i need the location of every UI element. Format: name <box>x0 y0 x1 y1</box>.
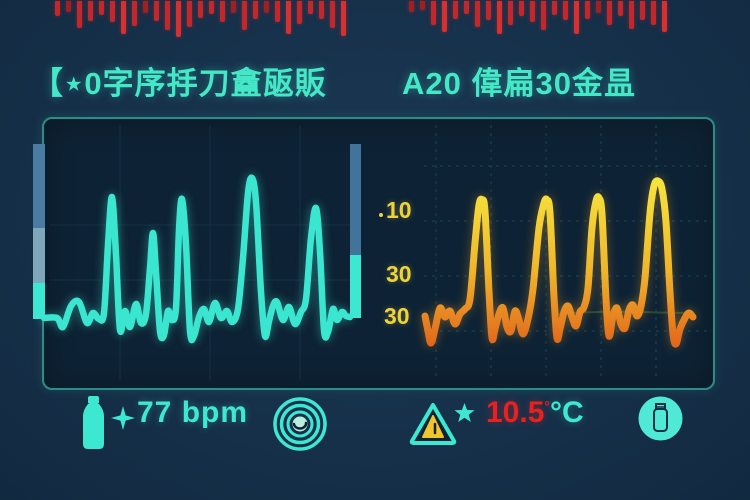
charts-panel <box>42 117 715 390</box>
signal-bar <box>88 1 93 21</box>
signal-bar <box>530 1 535 22</box>
signal-bar <box>464 1 469 14</box>
signal-bar <box>110 1 115 22</box>
signal-bar <box>574 1 579 34</box>
signal-bar <box>420 1 425 10</box>
signal-bar <box>442 1 447 32</box>
right-chart-title: A20 偉扁30金昷 <box>402 66 636 101</box>
signal-bar <box>264 1 269 13</box>
sparkle-icon <box>111 406 135 430</box>
signal-bar <box>176 1 181 37</box>
signal-bar <box>640 1 645 20</box>
signal-bar <box>275 1 280 22</box>
signal-bar <box>220 1 225 22</box>
signal-bar <box>99 1 104 15</box>
signal-bar <box>519 1 524 16</box>
spiral-target-icon <box>273 397 327 451</box>
signal-bar <box>341 1 346 36</box>
signal-bar <box>552 1 557 15</box>
bottle-icon <box>83 396 104 449</box>
signal-bar <box>286 1 291 34</box>
signal-bar <box>231 1 236 13</box>
signal-bars-left <box>55 1 346 37</box>
signal-bars-right <box>409 1 667 34</box>
signal-bar <box>618 1 623 16</box>
left-chart-title: 【⋆0字序抙刀盫瓪販 <box>32 66 327 101</box>
signal-bar <box>143 1 148 13</box>
signal-bar <box>187 1 192 27</box>
axis-tick-dot <box>379 213 383 217</box>
signal-bar <box>132 1 137 26</box>
signal-bar <box>77 1 82 28</box>
signal-bar <box>330 1 335 28</box>
signal-bar <box>563 1 568 20</box>
signal-bar <box>541 1 546 30</box>
signal-bar <box>662 1 667 32</box>
temperature-unit: °C <box>550 396 584 429</box>
y-axis-label-3: 30 <box>384 303 410 329</box>
signal-bar <box>629 1 634 29</box>
signal-bar <box>66 1 71 12</box>
signal-bar <box>319 1 324 19</box>
signal-bar <box>508 1 513 25</box>
y-axis-label-1: 10 <box>386 197 412 223</box>
signal-bar <box>651 1 656 25</box>
signal-bar <box>154 1 159 21</box>
bottle-button-icon[interactable] <box>638 396 683 441</box>
star-icon <box>454 403 475 422</box>
signal-bar <box>253 1 258 19</box>
temperature-degree-mark: ° <box>544 398 550 414</box>
signal-bar <box>308 1 313 14</box>
signal-bar <box>497 1 502 34</box>
signal-bar <box>165 1 170 30</box>
temperature-value: 10.5 <box>486 396 545 429</box>
signal-bar <box>585 1 590 19</box>
signal-bar <box>198 1 203 18</box>
y-axis-label-2: 30 <box>386 261 412 287</box>
signal-bar <box>475 1 480 27</box>
signal-bar <box>121 1 126 34</box>
signal-bar <box>486 1 491 20</box>
warning-triangle-icon <box>409 403 457 445</box>
signal-bar <box>209 1 214 14</box>
signal-bar <box>242 1 247 30</box>
signal-bar <box>596 1 601 13</box>
signal-bar <box>607 1 612 25</box>
signal-bar <box>409 1 414 12</box>
signal-bar <box>431 1 436 25</box>
signal-bar <box>297 1 302 24</box>
temperature-readout: 10.5°°C <box>486 396 584 430</box>
signal-bar <box>453 1 458 19</box>
heart-rate-value: 77 bpm <box>137 396 249 429</box>
signal-bar <box>55 1 60 16</box>
